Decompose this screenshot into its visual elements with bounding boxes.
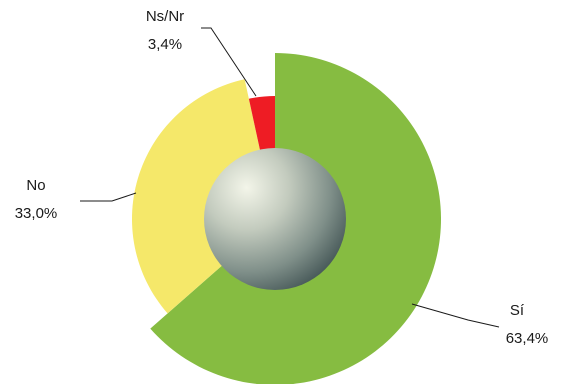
slice-value-label-ns-nr: 3,4% [148,36,182,53]
pie-slice-no [131,79,275,314]
slice-labels: Sí 63,4% No 33,0% Ns/Nr 3,4% [15,8,549,347]
slice-label-ns-nr: Ns/Nr [146,8,184,25]
slice-label-si: Sí [510,302,525,319]
leader-line-si [411,303,500,328]
leader-line-ns-nr [201,27,257,97]
slice-value-label-no: 33,0% [15,205,58,222]
slice-label-no: No [26,177,45,194]
center-sphere [204,148,346,290]
leader-lines [80,27,500,328]
slice-value-label-si: 63,4% [506,330,549,347]
leader-line-no [80,192,137,202]
